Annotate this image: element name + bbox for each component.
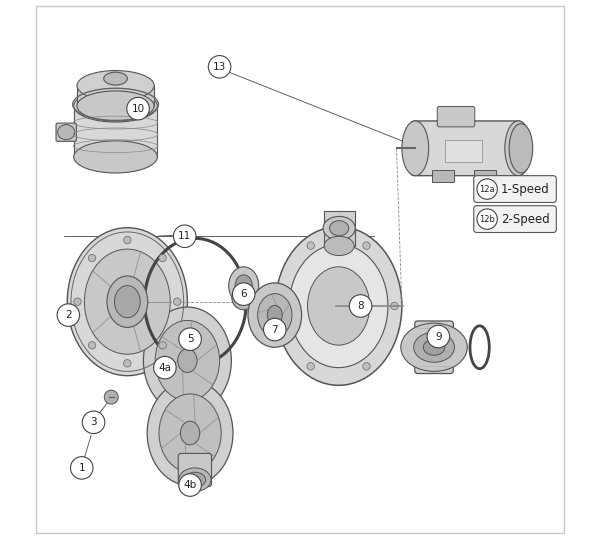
Text: 9: 9 (435, 331, 442, 342)
FancyBboxPatch shape (445, 140, 482, 162)
Ellipse shape (184, 472, 206, 487)
Ellipse shape (85, 418, 100, 432)
Ellipse shape (424, 339, 445, 355)
Ellipse shape (505, 121, 532, 176)
Ellipse shape (324, 236, 354, 255)
Ellipse shape (143, 307, 232, 414)
Text: 2: 2 (65, 310, 71, 320)
Ellipse shape (88, 421, 96, 429)
Ellipse shape (308, 267, 370, 345)
Circle shape (363, 242, 370, 250)
FancyBboxPatch shape (474, 176, 556, 203)
FancyBboxPatch shape (56, 123, 76, 141)
Text: 1-Speed: 1-Speed (501, 183, 550, 196)
Text: 11: 11 (178, 231, 191, 241)
Ellipse shape (85, 249, 170, 354)
FancyBboxPatch shape (474, 206, 556, 232)
Circle shape (427, 325, 449, 348)
Circle shape (208, 56, 231, 78)
Ellipse shape (155, 321, 220, 401)
Ellipse shape (257, 294, 292, 336)
Circle shape (124, 236, 131, 244)
Ellipse shape (67, 227, 187, 376)
Ellipse shape (58, 125, 75, 140)
FancyBboxPatch shape (77, 86, 154, 106)
Ellipse shape (401, 323, 467, 371)
Circle shape (477, 179, 497, 199)
Circle shape (82, 411, 105, 433)
Ellipse shape (267, 306, 283, 324)
Text: 8: 8 (357, 301, 364, 311)
Ellipse shape (289, 244, 388, 368)
Ellipse shape (509, 123, 533, 173)
Text: 12b: 12b (479, 215, 495, 224)
Text: 10: 10 (131, 103, 145, 114)
Ellipse shape (181, 421, 200, 445)
Circle shape (159, 254, 166, 262)
Ellipse shape (323, 217, 355, 240)
Text: 3: 3 (90, 417, 97, 427)
Ellipse shape (402, 121, 428, 176)
Circle shape (127, 98, 149, 120)
FancyBboxPatch shape (474, 170, 496, 182)
Ellipse shape (232, 286, 256, 310)
Circle shape (477, 209, 497, 229)
Ellipse shape (159, 394, 221, 472)
Circle shape (391, 302, 398, 310)
Circle shape (124, 360, 131, 367)
Circle shape (307, 242, 314, 250)
Circle shape (159, 342, 166, 349)
Ellipse shape (413, 332, 454, 362)
FancyBboxPatch shape (323, 211, 355, 246)
Ellipse shape (77, 71, 154, 101)
FancyBboxPatch shape (178, 453, 212, 487)
FancyBboxPatch shape (74, 106, 157, 157)
Text: 12a: 12a (479, 184, 495, 194)
Ellipse shape (235, 275, 252, 296)
Ellipse shape (115, 286, 140, 318)
Ellipse shape (77, 91, 154, 121)
Circle shape (179, 474, 202, 496)
FancyBboxPatch shape (415, 321, 454, 374)
Circle shape (349, 295, 372, 317)
Ellipse shape (104, 72, 127, 85)
Ellipse shape (147, 381, 233, 486)
FancyBboxPatch shape (433, 170, 454, 182)
Circle shape (173, 225, 196, 247)
Text: 4a: 4a (158, 363, 172, 372)
FancyBboxPatch shape (410, 121, 524, 176)
Circle shape (279, 302, 287, 310)
Circle shape (57, 304, 80, 326)
Ellipse shape (275, 226, 402, 385)
Text: 7: 7 (271, 324, 278, 335)
Circle shape (263, 319, 286, 341)
Circle shape (74, 298, 81, 306)
Circle shape (179, 328, 202, 350)
Ellipse shape (74, 141, 157, 173)
Circle shape (88, 254, 96, 262)
Text: 13: 13 (213, 62, 226, 72)
Ellipse shape (329, 220, 349, 236)
Circle shape (88, 342, 96, 349)
Ellipse shape (179, 468, 211, 492)
Ellipse shape (248, 283, 302, 347)
Circle shape (173, 298, 181, 306)
Circle shape (307, 363, 314, 370)
Circle shape (232, 283, 255, 306)
Circle shape (70, 457, 93, 479)
Ellipse shape (229, 267, 259, 305)
Circle shape (154, 356, 176, 379)
FancyBboxPatch shape (437, 107, 475, 127)
Text: 1: 1 (79, 463, 85, 473)
Text: 6: 6 (241, 289, 247, 299)
Ellipse shape (178, 349, 197, 372)
Ellipse shape (107, 276, 148, 327)
Circle shape (363, 363, 370, 370)
Ellipse shape (74, 90, 157, 122)
Text: 4b: 4b (184, 480, 197, 490)
Text: 5: 5 (187, 334, 193, 344)
Text: 2-Speed: 2-Speed (501, 212, 550, 226)
Ellipse shape (104, 390, 118, 404)
